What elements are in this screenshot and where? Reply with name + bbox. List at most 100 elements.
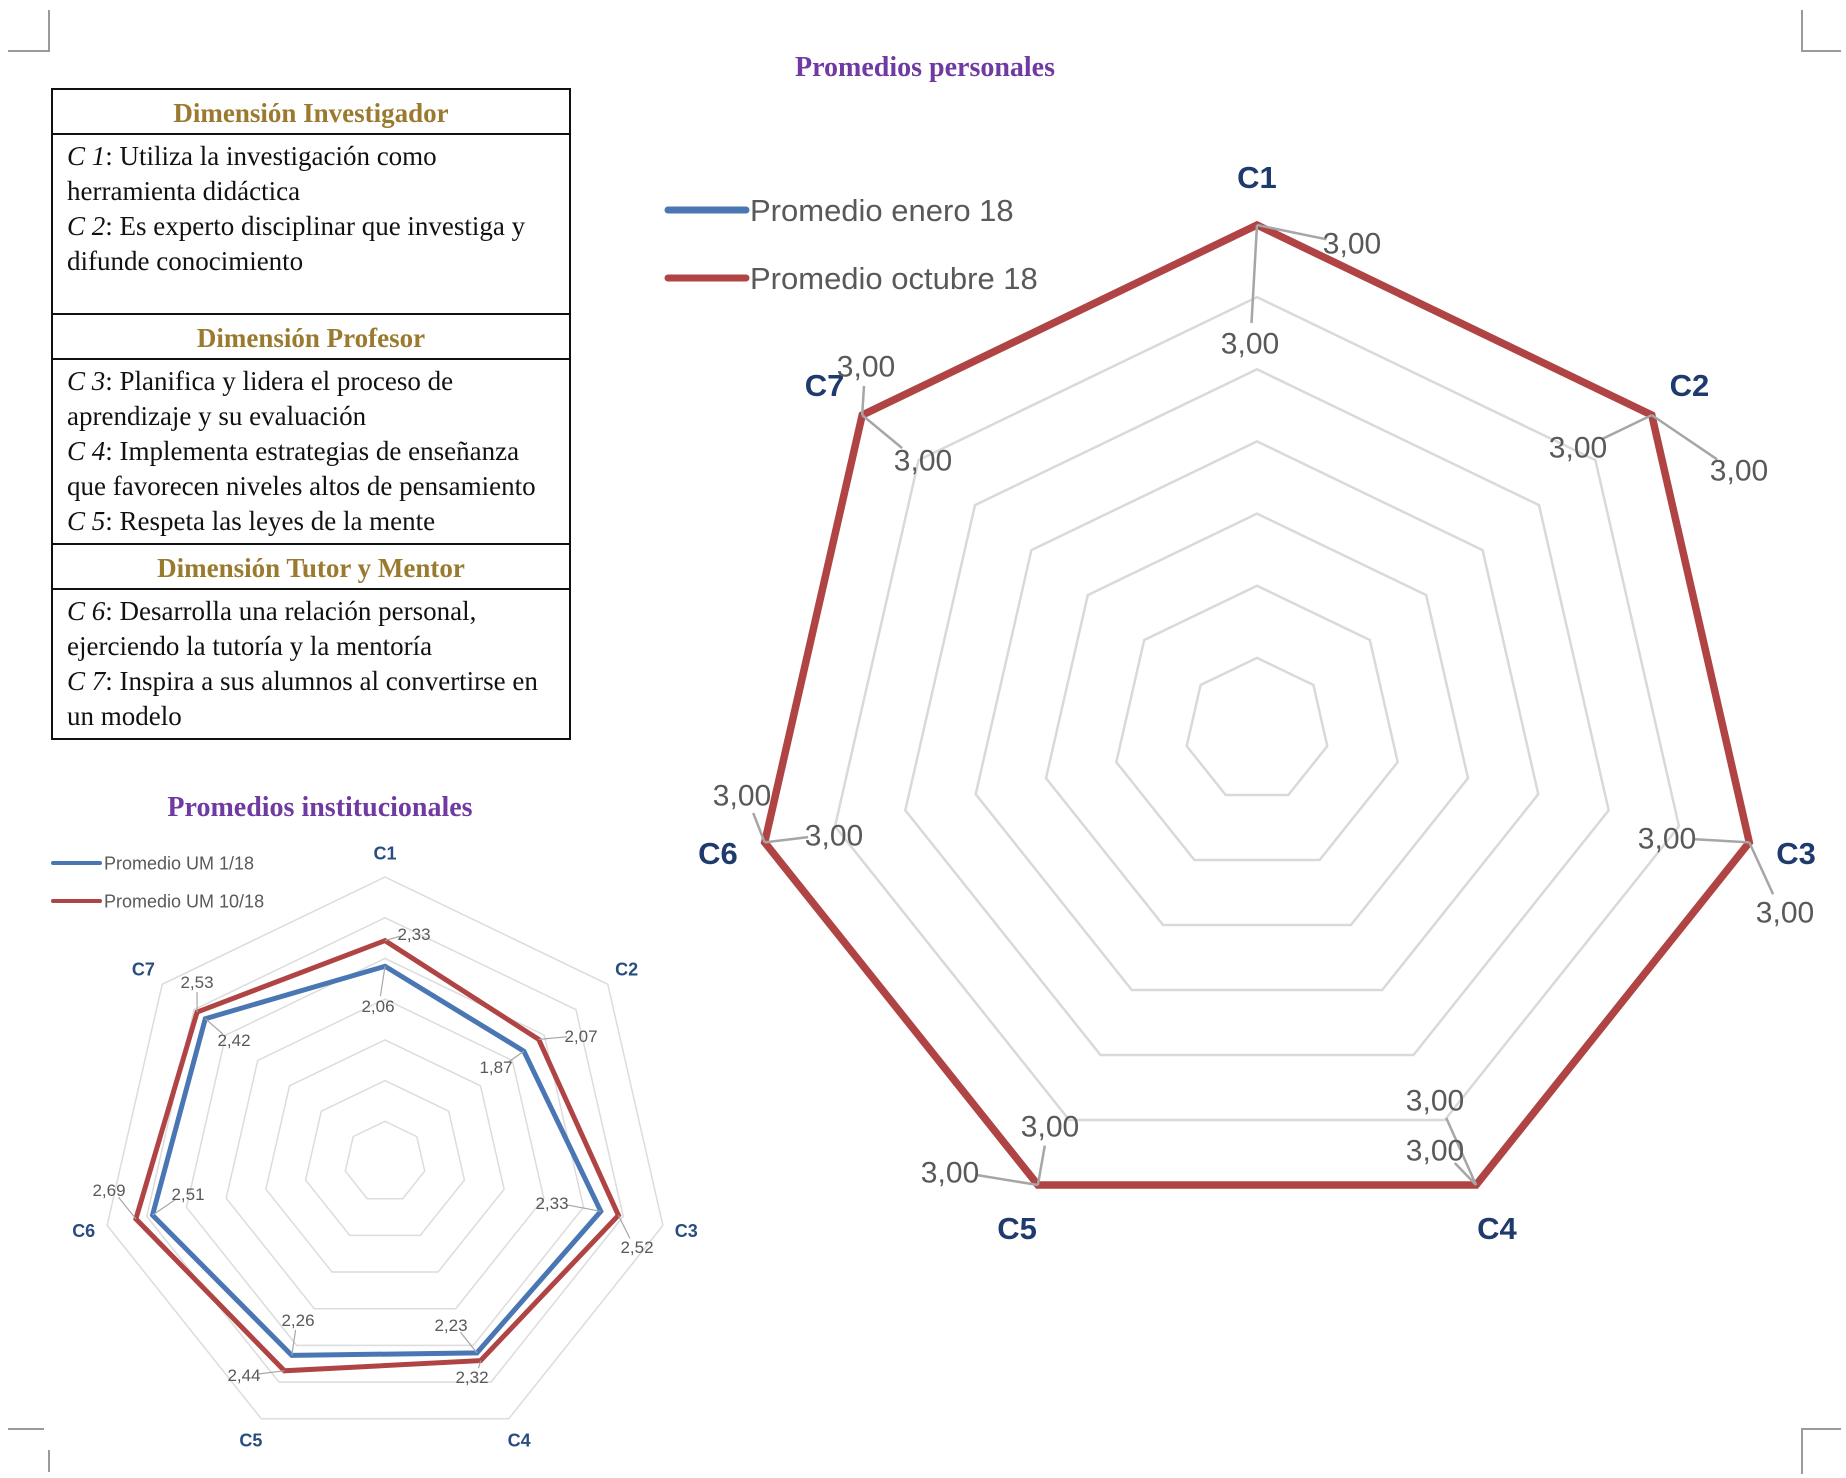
- competency-code: C 6: [67, 596, 106, 626]
- crop-mark-top-left: [8, 50, 50, 52]
- data-label-leader-line: [460, 1331, 478, 1354]
- competency-definitions-table: Dimensión Investigador C 1: Utiliza la i…: [51, 88, 571, 740]
- radar-series-line: [133, 937, 622, 1374]
- crop-mark-top-left: [48, 10, 50, 52]
- competency-definition: C 1: Utiliza la investigación como herra…: [67, 139, 555, 209]
- radar-data-label: 2,26: [281, 1311, 314, 1330]
- radar-grid-ring: [304, 1079, 466, 1237]
- legend-label: Promedio UM 10/18: [104, 891, 264, 911]
- radar-data-label: 3,00: [1221, 328, 1279, 361]
- radar-data-label: 3,00: [837, 351, 895, 384]
- crop-mark-bottom-right: [1801, 1428, 1841, 1430]
- radar-category-label: C7: [132, 960, 155, 980]
- radar-data-label: 3,00: [1406, 1085, 1464, 1118]
- radar-grid-ring: [903, 367, 1611, 1057]
- radar-data-label: 3,00: [1406, 1135, 1464, 1168]
- crop-mark-top-right: [1801, 50, 1841, 52]
- radar-data-label: 3,00: [894, 445, 952, 478]
- radar-data-label: 2,51: [171, 1185, 204, 1204]
- chart-legend: Promedio enero 18 Promedio octubre 18: [664, 193, 1038, 296]
- radar-category-label: C7: [805, 368, 845, 403]
- competency-text: : Es experto disciplinar que investiga y…: [67, 211, 526, 276]
- radar-data-label: 3,00: [1756, 897, 1814, 930]
- radar-data-label: 3,00: [1710, 455, 1768, 488]
- competency-definition: C 3: Planifica y lidera el proceso de ap…: [67, 364, 555, 434]
- personal-chart-title: Promedios personales: [794, 52, 1056, 83]
- radar-category-label: C5: [997, 1211, 1037, 1246]
- data-label-leader-line: [617, 1215, 631, 1239]
- competency-definition: C 5: Respeta las leyes de la mente: [67, 504, 555, 539]
- radar-grid-ring: [265, 1039, 505, 1273]
- radar-data-label: 2,33: [397, 925, 430, 944]
- radar-grid-ring: [1114, 584, 1400, 862]
- dimension-title: Dimensión Profesor: [51, 313, 571, 360]
- radar-grid-ring: [145, 916, 625, 1383]
- radar-grid-ring: [106, 876, 664, 1420]
- data-label-leader-line: [975, 1173, 1039, 1187]
- radar-category-label: C3: [1776, 836, 1816, 871]
- competency-definition: C 4: Implementa estrategias de enseñanza…: [67, 434, 555, 504]
- competency-code: C 4: [67, 436, 106, 466]
- data-label-leader-line: [152, 1198, 177, 1216]
- radar-data-label: 2,53: [180, 973, 213, 992]
- data-label-leader-line: [1601, 413, 1653, 441]
- crop-mark-bottom-left: [48, 1450, 50, 1472]
- radar-data-label: 3,00: [1638, 823, 1696, 856]
- data-label-leader-line: [1651, 414, 1718, 461]
- institutional-radar-chart: C1 C2 C3 C4 C5 C6 C7 2,06 1,87 2,33 2,23 2,26 2,51 2,…: [51, 843, 698, 1451]
- radar-data-label: 3,00: [921, 1157, 979, 1190]
- institutional-chart-title: Promedios institucionales: [167, 792, 473, 823]
- competency-text: : Desarrolla una relación personal, ejer…: [67, 596, 477, 661]
- dimension-body: C 1: Utiliza la investigación como herra…: [51, 133, 571, 315]
- data-label-leader-line: [1250, 224, 1259, 324]
- radar-data-label: 2,23: [434, 1316, 467, 1335]
- radar-data-label: 2,52: [620, 1238, 653, 1257]
- data-label-leader-line: [752, 812, 766, 843]
- radar-data-label: 2,42: [217, 1031, 250, 1050]
- data-label-leader-line: [379, 966, 386, 997]
- radar-series-line: [149, 963, 604, 1358]
- data-label-leader-line: [257, 1370, 285, 1375]
- radar-data-label: 3,00: [1021, 1111, 1079, 1144]
- dimension-title: Dimensión Tutor y Mentor: [51, 543, 571, 590]
- data-label-leader-line: [291, 1329, 297, 1356]
- dimension-body: C 6: Desarrolla una relación personal, e…: [51, 588, 571, 740]
- radar-data-label: 2,07: [564, 1027, 597, 1046]
- data-label-leader-line: [1445, 1117, 1478, 1186]
- competency-code: C 2: [67, 211, 106, 241]
- crop-mark-top-right: [1801, 10, 1803, 52]
- data-label-leader-line: [860, 385, 866, 416]
- competency-code: C 5: [67, 506, 106, 536]
- radar-data-label: 2,33: [535, 1194, 568, 1213]
- dimension-body: C 3: Planifica y lidera el proceso de ap…: [51, 358, 571, 545]
- competency-text: : Respeta las leyes de la mente: [105, 506, 436, 536]
- competency-text: : Utiliza la investigación como herramie…: [67, 141, 437, 206]
- radar-data-label: 3,00: [1323, 228, 1381, 261]
- radar-data-label: 3,00: [805, 820, 863, 853]
- data-label-leader-line: [1748, 841, 1775, 895]
- data-label-leader-line: [1453, 1162, 1477, 1186]
- radar-category-label: C1: [1237, 160, 1277, 195]
- radar-category-label: C6: [72, 1221, 95, 1241]
- radar-category-label: C6: [698, 836, 738, 871]
- radar-grid-ring: [1044, 512, 1470, 927]
- data-label-leader-line: [507, 1050, 525, 1063]
- legend-label: Promedio enero 18: [750, 193, 1014, 228]
- competency-text: : Inspira a sus alumnos al convertirse e…: [67, 666, 538, 731]
- competency-definition: C 2: Es experto disciplinar que investig…: [67, 209, 555, 279]
- data-label-leader-line: [204, 1018, 224, 1035]
- radar-category-label: C2: [1670, 368, 1710, 403]
- radar-data-label: 2,06: [361, 997, 394, 1016]
- radar-category-label: C5: [239, 1431, 262, 1451]
- radar-data-label: 2,69: [92, 1181, 125, 1200]
- data-label-leader-line: [1692, 837, 1750, 844]
- radar-data-label: 2,32: [455, 1368, 488, 1387]
- data-label-leader-line: [565, 1204, 601, 1212]
- dimension-title: Dimensión Investigador: [51, 88, 571, 135]
- data-label-leader-line: [861, 414, 903, 450]
- radar-category-label: C1: [373, 843, 396, 863]
- radar-category-label: C3: [675, 1221, 698, 1241]
- radar-data-label: 3,00: [713, 780, 771, 813]
- data-label-leader-line: [764, 835, 809, 844]
